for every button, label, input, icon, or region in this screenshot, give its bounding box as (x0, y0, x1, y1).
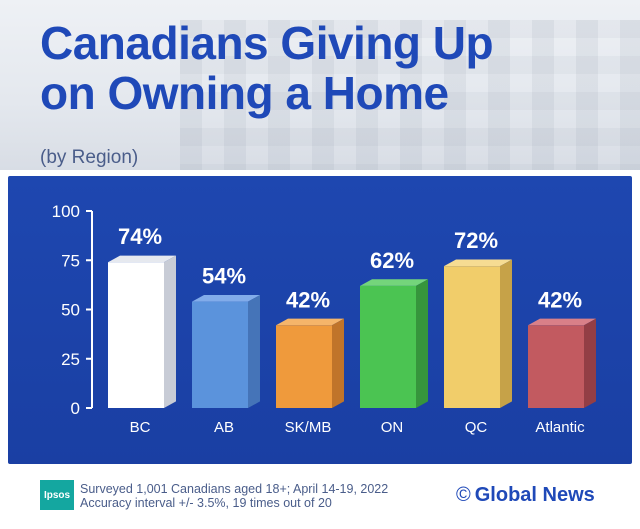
bar-top-face (276, 318, 344, 326)
bar-chart: 0 25 50 75 100 74% BC 54% AB 42% SK/MB 62% ON 72% QC 42… (52, 202, 596, 436)
chart-subtitle: (by Region) (40, 147, 139, 168)
x-tick-label: Atlantic (535, 419, 585, 436)
survey-note-line-1: Surveyed 1,001 Canadians aged 18+; April… (80, 482, 389, 496)
background-building-image (180, 20, 640, 170)
footer (0, 466, 640, 529)
y-tick-label: 50 (61, 301, 80, 320)
x-tick-label: SK/MB (285, 419, 332, 436)
bar-top-face (444, 259, 512, 267)
bar-side-face (332, 318, 344, 408)
bar-top-face (528, 318, 596, 326)
y-tick-label: 0 (71, 399, 80, 418)
data-label: 62% (370, 248, 414, 273)
bar (108, 262, 164, 408)
bar-side-face (248, 295, 260, 408)
bar-side-face (584, 318, 596, 408)
data-label: 72% (454, 228, 498, 253)
bar-top-face (192, 295, 260, 302)
bar (192, 301, 248, 408)
brand-name: Global News (474, 484, 595, 506)
survey-note-line-2: Accuracy interval +/- 3.5%, 19 times out… (80, 496, 332, 510)
x-tick-label: ON (381, 419, 404, 436)
x-tick-label: BC (130, 419, 151, 436)
page-title: Canadians Giving Up on Owning a Home (40, 17, 494, 119)
header-banner: Canadians Giving Up on Owning a Home (by… (0, 0, 640, 170)
survey-note: Surveyed 1,001 Canadians aged 18+; April… (80, 482, 388, 510)
bar-top-face (360, 279, 428, 286)
bar (360, 285, 416, 408)
bar-side-face (164, 255, 176, 408)
data-label: 54% (202, 264, 246, 289)
x-tick-label: AB (214, 419, 234, 436)
data-label: 74% (118, 224, 162, 249)
copyright-icon: © (456, 484, 471, 506)
bar-side-face (416, 279, 428, 408)
bar-top-face (108, 255, 176, 263)
title-line-1: Canadians Giving Up (40, 17, 494, 69)
global-news-brand: © Global News (456, 484, 595, 507)
ipsos-logo: Ipsos (40, 480, 74, 510)
bar-side-face (500, 259, 512, 408)
bar (528, 325, 584, 408)
bar (276, 325, 332, 408)
y-tick-label: 75 (61, 251, 80, 270)
chart-panel: 0 25 50 75 100 74% BC 54% AB 42% SK/MB 62% ON 72% QC 42… (8, 176, 632, 464)
title-line-2: on Owning a Home (40, 67, 449, 119)
y-tick-label: 100 (52, 202, 80, 221)
data-label: 42% (286, 287, 330, 312)
bar (444, 266, 500, 408)
data-label: 42% (538, 287, 582, 312)
y-tick-label: 25 (61, 350, 80, 369)
x-tick-label: QC (465, 419, 488, 436)
